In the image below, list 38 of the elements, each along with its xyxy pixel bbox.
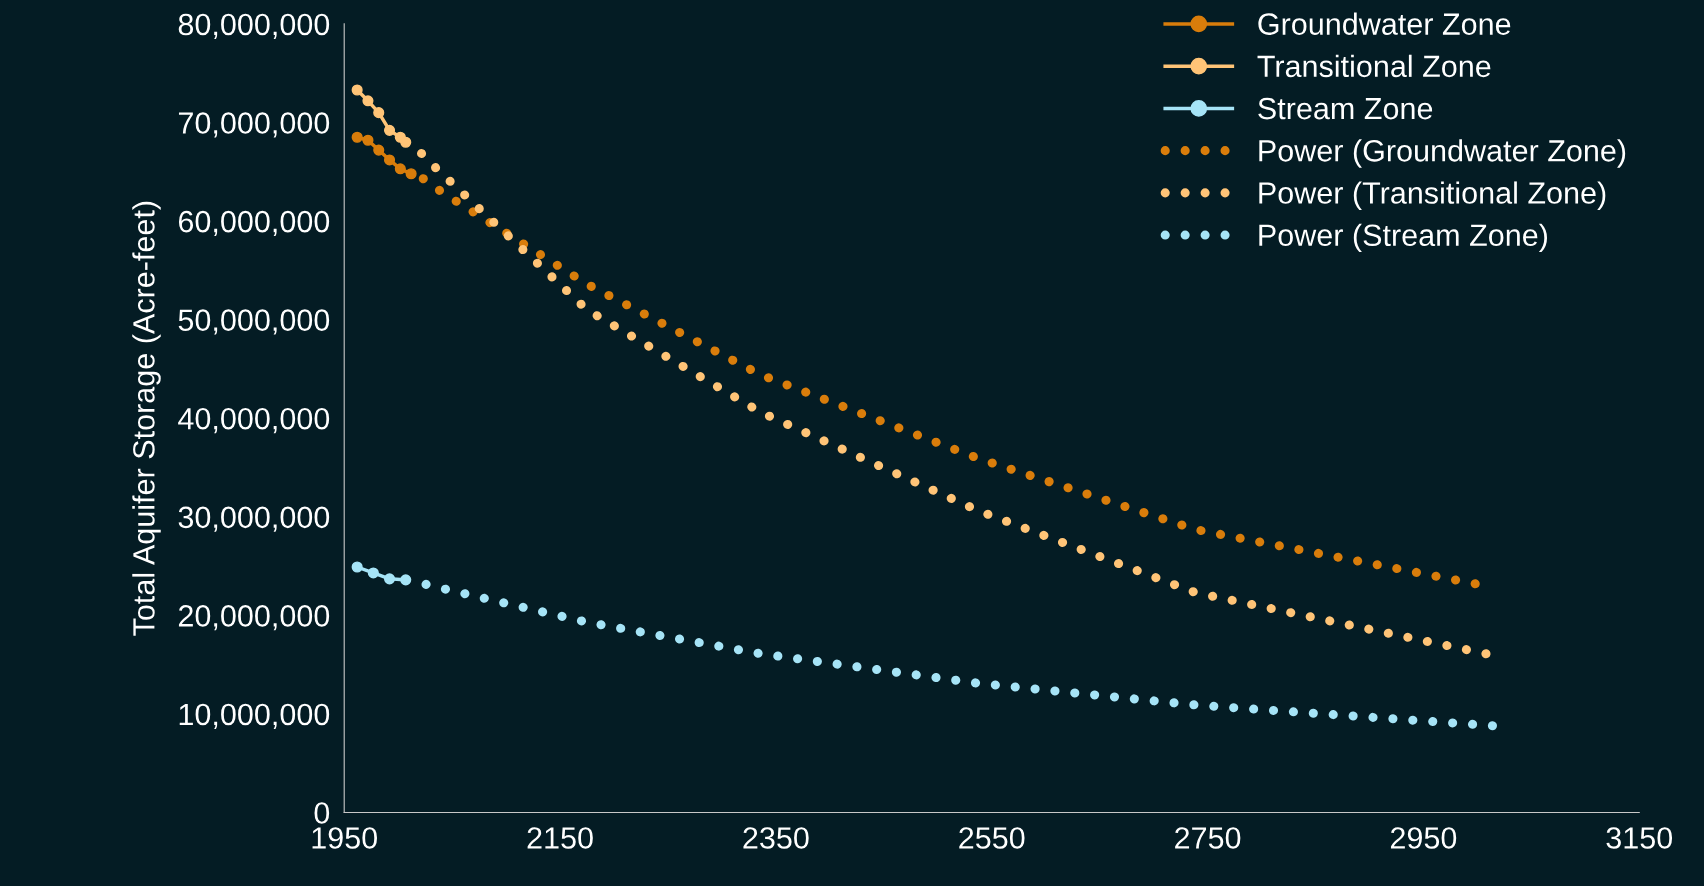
point — [351, 84, 363, 96]
point — [351, 131, 363, 143]
y-tick-label: 70,000,000 — [178, 112, 330, 138]
point — [367, 567, 379, 579]
legend-label: Transitional Zone — [1257, 54, 1491, 78]
y-tick-label: 10,000,000 — [179, 703, 330, 729]
point — [362, 134, 374, 146]
point — [405, 168, 417, 180]
point — [383, 124, 396, 136]
point — [373, 107, 385, 119]
x-tick-label: 2150 — [527, 827, 593, 849]
x-tick-label: 3150 — [1606, 827, 1673, 849]
legend-label: Groundwater Zone — [1258, 12, 1511, 35]
y-tick-label: 20,000,000 — [178, 605, 330, 631]
point — [394, 163, 406, 175]
x-tick-label: 1950 — [312, 827, 377, 849]
legend-label: Stream Zone — [1258, 97, 1433, 120]
y-tick-label: 50,000,000 — [178, 309, 330, 335]
x-tick-label: 2550 — [959, 827, 1025, 849]
point — [383, 154, 396, 166]
point — [362, 95, 374, 107]
y-tick-label: 40,000,000 — [178, 407, 330, 434]
point — [373, 144, 385, 156]
y-tick-label: 0 — [314, 802, 330, 824]
y-tick-label: 30,000,000 — [178, 506, 330, 532]
point — [383, 573, 396, 585]
point — [400, 136, 412, 148]
x-tick-label: 2950 — [1390, 827, 1457, 849]
legend-label: Power (Transitional Zone) — [1259, 181, 1606, 210]
y-tick-label: 60,000,000 — [178, 210, 330, 237]
y-tick-label: 80,000,000 — [178, 13, 330, 39]
y-axis-title: Total Aquifer Storage (Acre-feet) — [132, 201, 161, 636]
point — [351, 561, 363, 573]
x-tick-label: 2750 — [1175, 827, 1241, 849]
legend-label: Power (Groundwater Zone) — [1259, 139, 1626, 168]
point — [400, 574, 412, 586]
x-tick-label: 2350 — [743, 827, 809, 849]
legend-label: Power (Stream Zone) — [1259, 223, 1548, 253]
